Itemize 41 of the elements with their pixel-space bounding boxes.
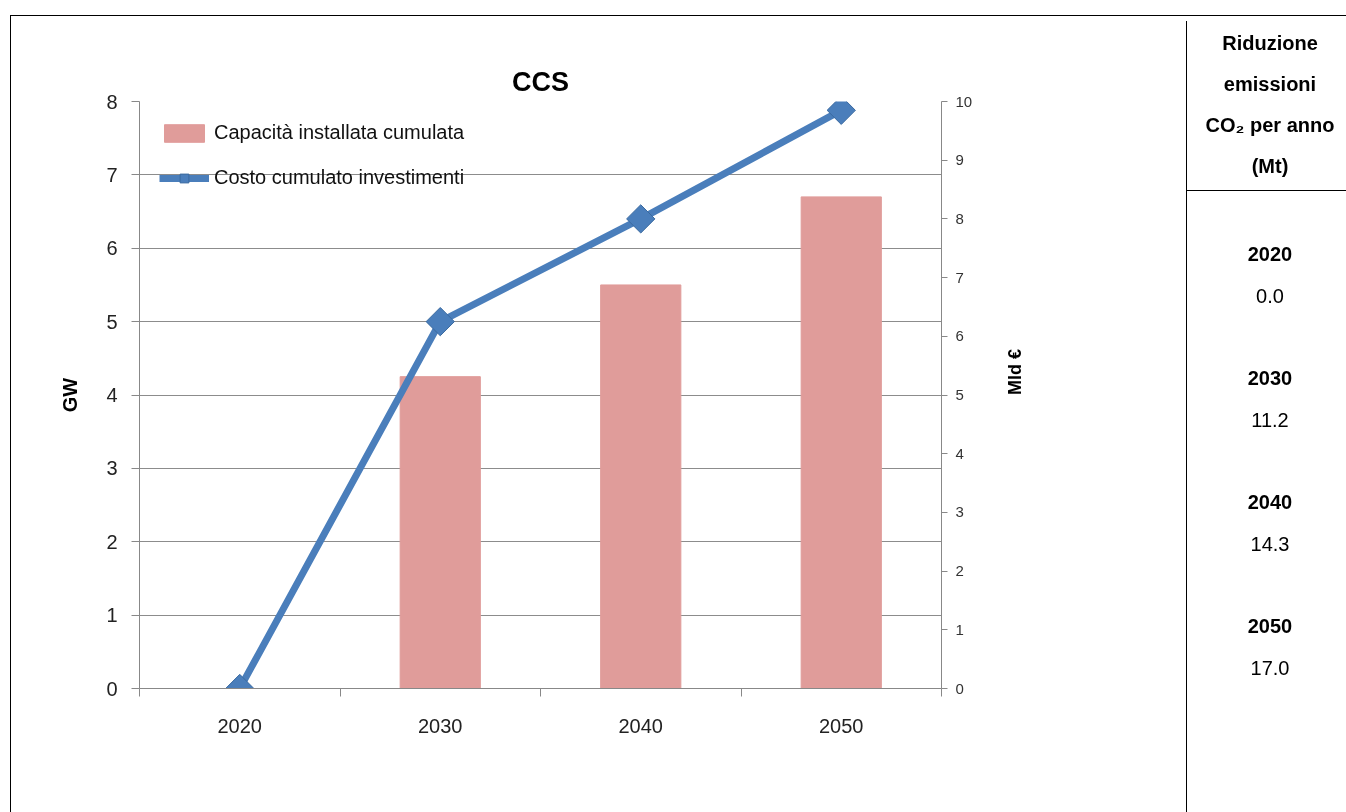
text: 2030	[1246, 366, 1294, 391]
legend-label: Costo cumulato investimenti	[214, 166, 465, 189]
y2-tick-label: 5	[955, 386, 964, 403]
x-tick-label: 2030	[418, 714, 463, 737]
legend-label: Capacità installata cumulata	[214, 121, 465, 144]
bar	[800, 196, 882, 689]
y2-tick-label: 2	[955, 562, 964, 580]
bar	[399, 376, 481, 689]
text: 0.0	[1255, 284, 1285, 309]
y-tick-label: 6	[106, 237, 118, 260]
y-tick-label: 5	[106, 310, 118, 333]
y2-tick-label: 3	[955, 503, 964, 521]
y-tick-label: 4	[106, 384, 118, 406]
text: 2050	[1246, 614, 1294, 639]
y2-tick-label: 0	[955, 679, 964, 697]
text: 17.0	[1249, 656, 1291, 681]
y2-tick-label: 10	[955, 92, 973, 110]
y2-tick-label: 8	[955, 209, 964, 227]
y2-tick-label: 7	[955, 268, 964, 286]
y-tick-label: 7	[106, 163, 118, 186]
text: 2020	[1246, 242, 1294, 267]
text: 2040	[1246, 490, 1294, 515]
y-tick-label: 2	[106, 530, 118, 553]
x-tick-label: 2020	[217, 714, 262, 737]
y2-tick-label: 6	[955, 327, 964, 345]
y-tick-label: 8	[106, 90, 118, 113]
y-tick-label: 1	[106, 604, 118, 627]
text: 14.3	[1249, 532, 1291, 557]
y2-axis-title: Mld €	[1005, 348, 1026, 395]
y2-tick-label: 4	[955, 444, 964, 462]
x-tick-label: 2050	[819, 714, 864, 737]
text: 11.2	[1250, 408, 1290, 433]
bar	[600, 284, 682, 689]
y2-tick-label: 9	[955, 151, 964, 169]
y2-tick-label: 1	[955, 620, 964, 638]
y-tick-label: 3	[106, 457, 118, 480]
text: Riduzione emissioni CO₂ per anno (Mt)	[1204, 31, 1336, 179]
y-axis-title: GW	[59, 377, 82, 413]
x-tick-label: 2040	[618, 714, 663, 737]
chart-title: CCS	[512, 66, 570, 97]
y-tick-label: 0	[106, 677, 118, 700]
